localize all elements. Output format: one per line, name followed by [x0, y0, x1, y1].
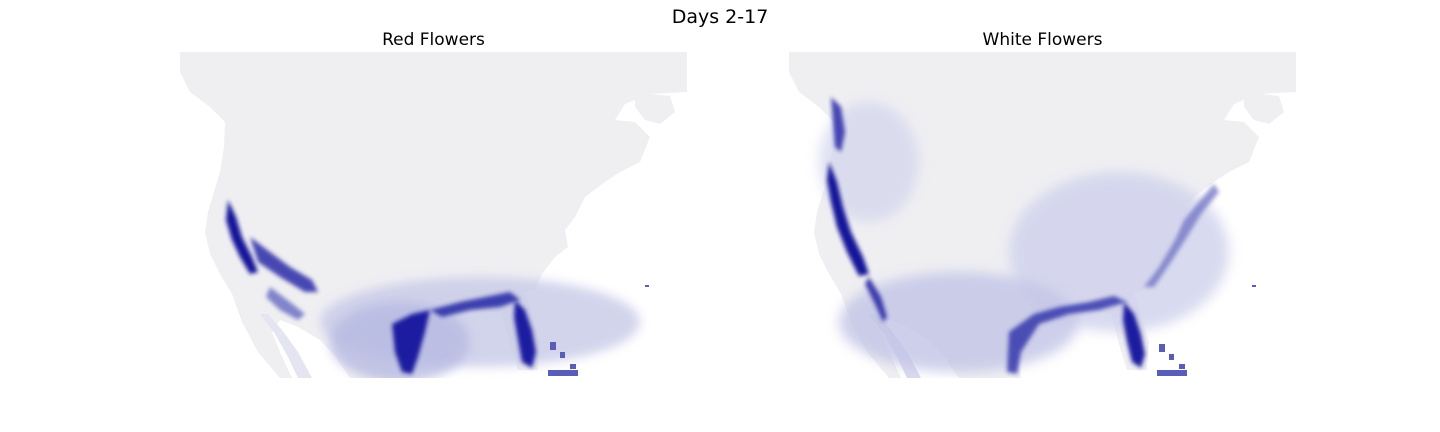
- red-flowers-map: [180, 52, 687, 378]
- caribbean-islands: [548, 285, 649, 376]
- arctic-islands: [520, 56, 675, 124]
- hotspot-california-coast: [827, 162, 869, 276]
- hotspot-atlantic-coast: [1144, 184, 1219, 287]
- white-flowers-map-svg: [789, 52, 1296, 378]
- caribbean-islands: [1157, 285, 1256, 376]
- baja-peninsula: [260, 314, 312, 378]
- hotspot-baja: [865, 277, 887, 322]
- red-flowers-title: Red Flowers: [382, 30, 485, 50]
- white-flowers-map: [789, 52, 1296, 378]
- hotspot-pacific-northwest: [831, 97, 845, 152]
- hotspot-texas-gulf: [392, 310, 430, 374]
- hotspot-florida: [1123, 302, 1145, 368]
- arctic-islands: [1129, 56, 1284, 124]
- hotspot-central-valley: [250, 237, 318, 292]
- red-flowers-map-svg: [180, 52, 687, 378]
- hotspot-sierra: [266, 287, 305, 320]
- hotspot-california-coast: [226, 200, 258, 274]
- hotspot-louisiana-coast: [430, 292, 520, 317]
- figure-title: Days 2-17: [671, 6, 769, 28]
- land-mass: [180, 52, 687, 378]
- white-flowers-title: White Flowers: [982, 30, 1103, 50]
- hotspot-gulf-coast: [1007, 296, 1127, 374]
- hotspot-florida: [514, 300, 536, 368]
- east-haze: [1009, 172, 1229, 332]
